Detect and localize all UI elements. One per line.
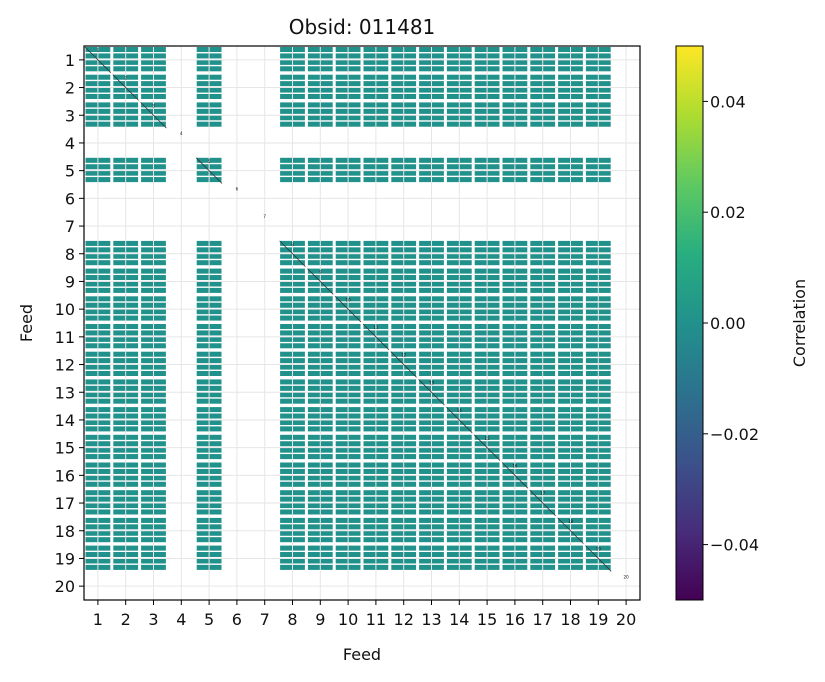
chart-title: Obsid: 011481	[289, 15, 436, 39]
colorbar-tick-label: −0.04	[710, 536, 759, 555]
y-axis-label: Feed	[17, 304, 36, 342]
diagonal-line	[334, 296, 362, 323]
diagonal-label: 10	[346, 297, 352, 302]
diagonal-label: 3	[152, 103, 155, 108]
y-tick-label: 15	[55, 439, 75, 458]
diagonal-label: 14	[457, 408, 463, 413]
x-tick-label: 3	[148, 610, 158, 629]
x-tick-label: 13	[421, 610, 441, 629]
colorbar-tick-label: 0.02	[710, 203, 746, 222]
x-tick-label: 2	[121, 610, 131, 629]
diagonal-label: 1	[97, 48, 100, 53]
y-tick-label: 4	[65, 134, 75, 153]
diagonal-label: 18	[568, 519, 574, 524]
x-tick-label: 15	[477, 610, 497, 629]
diagonal-label: 15	[485, 436, 491, 441]
diagonal-line	[585, 545, 612, 572]
y-tick-label: 16	[55, 466, 75, 485]
diagonal-label: 19	[596, 547, 602, 552]
y-tick-label: 2	[65, 79, 75, 98]
gridlines	[84, 46, 640, 600]
diagonal-label: 7	[263, 214, 266, 219]
diagonal-line	[473, 434, 501, 461]
y-tick-label: 14	[55, 411, 75, 430]
diagonal-line	[84, 46, 112, 73]
diagonal-label: 12	[401, 353, 407, 358]
diagonal-label: 13	[429, 380, 435, 385]
x-tick-label: 9	[315, 610, 325, 629]
x-tick-label: 18	[560, 610, 580, 629]
y-tick-label: 1	[65, 51, 75, 70]
diagonal-label: 6	[236, 187, 239, 192]
diagonal-line	[307, 268, 334, 295]
x-axis-label: Feed	[343, 645, 381, 664]
y-tick-label: 11	[55, 328, 75, 347]
x-tick-label: 1	[93, 610, 103, 629]
colorbar-tick-label: 0.00	[710, 314, 746, 333]
diagonal-label: 9	[319, 270, 322, 275]
y-tick-label: 13	[55, 383, 75, 402]
diagonal-line	[501, 462, 529, 489]
colorbar-ticks: 0.04 0.02 0.00 −0.02 −0.04	[703, 92, 759, 555]
x-tick-label: 7	[260, 610, 270, 629]
x-tick-label: 11	[366, 610, 386, 629]
x-axis-ticks: 1 2 3 4 5 6 7 8 9 10 11 12 13 14 15 16 17 18 19 20	[93, 600, 636, 629]
x-tick-label: 17	[533, 610, 553, 629]
x-tick-label: 10	[338, 610, 358, 629]
diagonal-line	[112, 74, 139, 101]
x-tick-label: 16	[505, 610, 525, 629]
diagonal-label: 5	[208, 159, 211, 164]
y-tick-label: 10	[55, 300, 75, 319]
y-tick-label: 18	[55, 522, 75, 541]
y-tick-label: 19	[55, 549, 75, 568]
y-tick-label: 7	[65, 217, 75, 236]
diagonal-label: 11	[373, 325, 379, 330]
y-tick-label: 3	[65, 106, 75, 125]
diagonal-line	[362, 323, 390, 350]
diagonal-line	[195, 157, 223, 184]
plot-frame	[83, 45, 641, 601]
y-tick-label: 12	[55, 356, 75, 375]
diagonal-line	[446, 406, 473, 434]
y-tick-label: 20	[55, 577, 75, 596]
diagonal-label: 2	[124, 76, 127, 81]
colorbar-label: Correlation	[790, 279, 809, 367]
y-tick-label: 6	[65, 189, 75, 208]
x-tick-label: 8	[287, 610, 297, 629]
y-tick-label: 5	[65, 162, 75, 181]
diagonal-label: 4	[180, 131, 183, 136]
diagonal-line	[557, 517, 584, 544]
x-tick-label: 12	[394, 610, 414, 629]
diagonal-label: 20	[624, 574, 630, 579]
colorbar-tick-label: 0.04	[710, 92, 746, 111]
diagonal-label: 8	[291, 242, 294, 247]
diagonal-label: 16	[512, 464, 518, 469]
x-tick-label: 20	[616, 610, 636, 629]
x-tick-label: 14	[449, 610, 469, 629]
diagonal-line	[390, 351, 417, 378]
diagonal-line	[279, 240, 306, 267]
diagonal-line	[418, 379, 445, 406]
x-tick-label: 6	[232, 610, 242, 629]
x-tick-label: 19	[588, 610, 608, 629]
y-tick-label: 17	[55, 494, 75, 513]
colorbar-tick-label: −0.02	[710, 425, 759, 444]
colorbar	[675, 45, 704, 601]
y-tick-label: 9	[65, 272, 75, 291]
y-tick-label: 8	[65, 245, 75, 264]
x-tick-label: 4	[176, 610, 186, 629]
diagonal-label: 17	[540, 491, 546, 496]
diagonal-line	[529, 489, 556, 517]
diagonal-line	[140, 102, 167, 129]
x-tick-label: 5	[204, 610, 214, 629]
